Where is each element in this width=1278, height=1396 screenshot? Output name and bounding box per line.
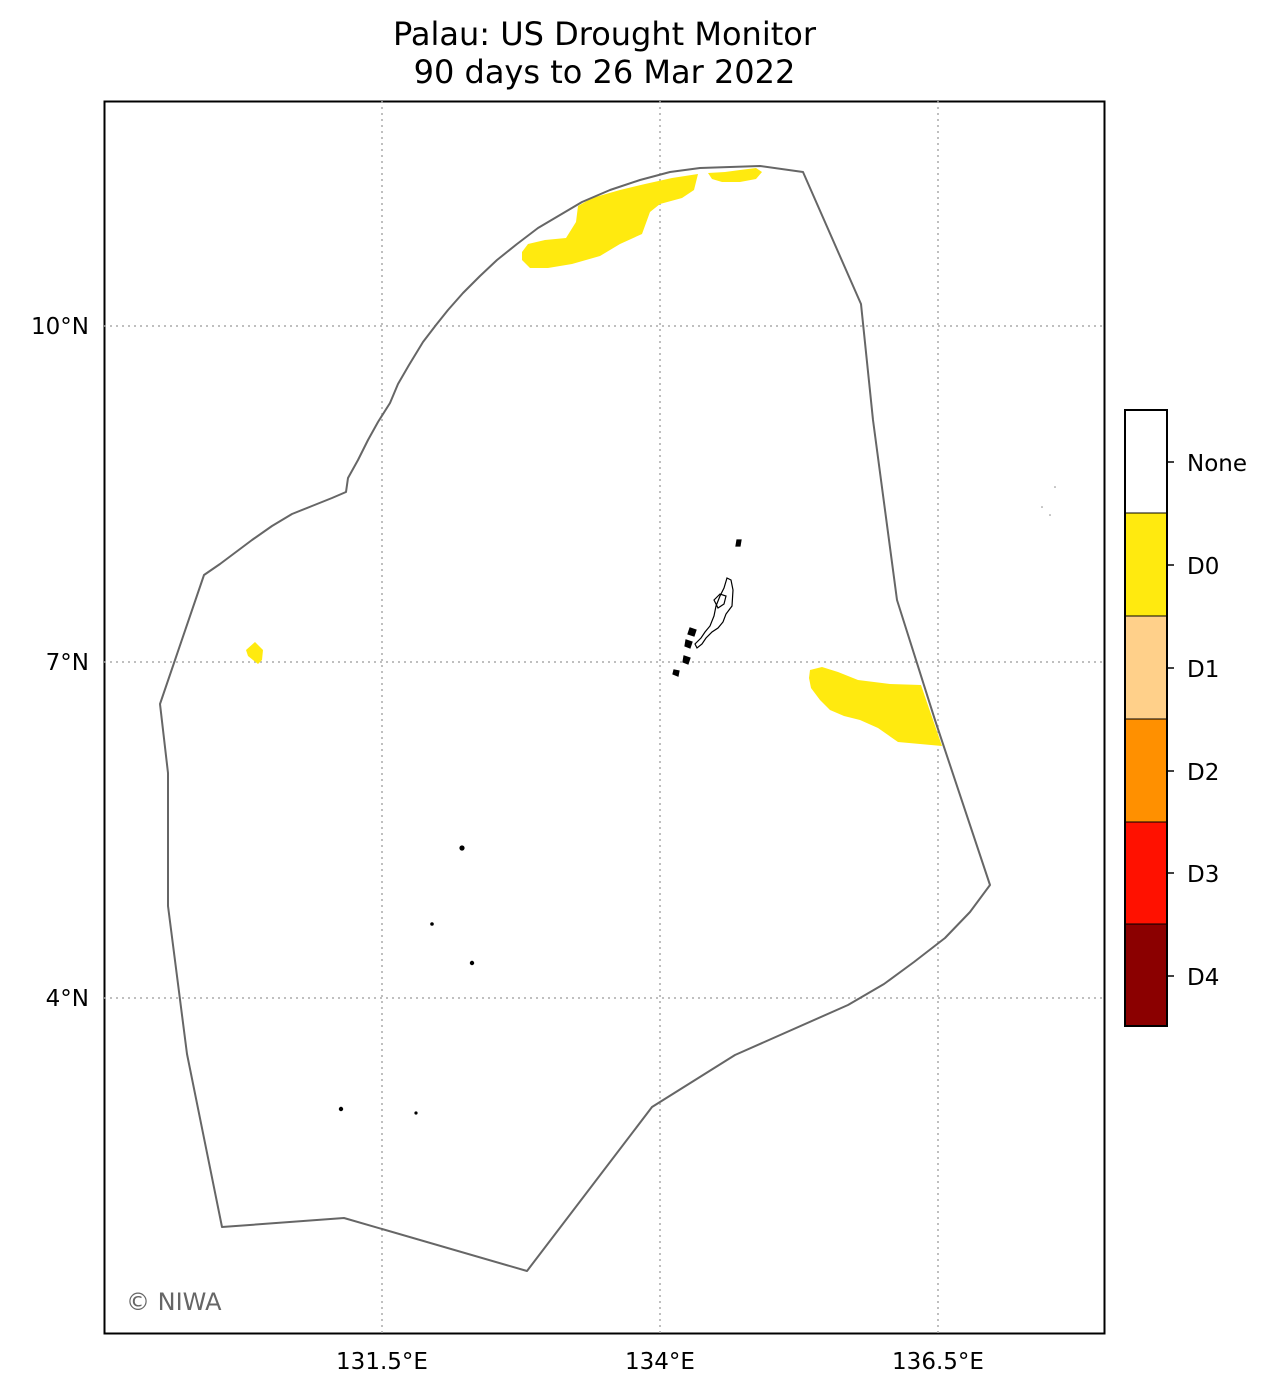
lon-tick-label: 134°E <box>625 1349 695 1375</box>
legend-swatch-d2 <box>1125 719 1167 822</box>
legend-swatch-d0 <box>1125 513 1167 616</box>
lat-tick-label: 10°N <box>31 314 89 340</box>
legend-swatch-d3 <box>1125 822 1167 924</box>
lat-tick-label: 7°N <box>46 650 89 676</box>
legend-dividers <box>1125 512 1167 925</box>
eez-boundary <box>159 165 991 1272</box>
island-babeldaob-north <box>713 593 727 609</box>
map-title: Palau: US Drought Monitor <box>392 15 816 53</box>
drought-area-d0-northeast <box>708 168 762 182</box>
legend-swatch-d1 <box>1125 616 1167 719</box>
legend-ticks <box>1167 461 1174 977</box>
legend-swatch-d4 <box>1125 924 1167 1026</box>
legend-label-d4: D4 <box>1187 965 1219 991</box>
legend-swatch-none <box>1125 410 1167 513</box>
island-reef-3 <box>1049 514 1051 516</box>
island-fana <box>430 922 434 926</box>
drought-area-d0-east <box>809 667 942 746</box>
island-babeldaob <box>694 577 734 649</box>
drought-areas <box>246 168 942 746</box>
legend-colorbar: None D0 D1 D2 D3 D4 <box>1124 409 1247 1027</box>
map-subtitle: 90 days to 26 Mar 2022 <box>413 53 796 91</box>
legend-label-d2: D2 <box>1187 760 1219 786</box>
drought-area-d0-west <box>246 642 263 664</box>
drought-area-d0-north <box>522 174 698 268</box>
map-frame <box>103 100 1106 1335</box>
land <box>338 486 1056 1115</box>
island-angaur <box>672 669 680 677</box>
gridlines <box>104 101 1104 1333</box>
lon-tick-label: 136.5°E <box>892 1349 984 1375</box>
lat-tick-label: 4°N <box>46 986 89 1012</box>
island-tobi <box>414 1111 418 1115</box>
island-reef-1 <box>1054 486 1056 488</box>
island-sonsorol <box>459 845 465 851</box>
legend-label-d1: D1 <box>1187 657 1219 683</box>
island-kayangel <box>735 539 742 547</box>
island-koror <box>687 627 697 637</box>
legend-label-none: None <box>1187 451 1247 477</box>
island-merir <box>338 1106 344 1112</box>
island-pulo-anna <box>469 960 475 966</box>
island-rock-islands <box>684 639 693 649</box>
lon-tick-label: 131.5°E <box>336 1349 428 1375</box>
credit-text: © NIWA <box>126 1288 222 1316</box>
legend-frame <box>1124 409 1168 1027</box>
legend-label-d3: D3 <box>1187 862 1219 888</box>
island-peleliu <box>682 655 691 665</box>
island-reef-2 <box>1041 506 1043 508</box>
legend-label-d0: D0 <box>1187 554 1219 580</box>
